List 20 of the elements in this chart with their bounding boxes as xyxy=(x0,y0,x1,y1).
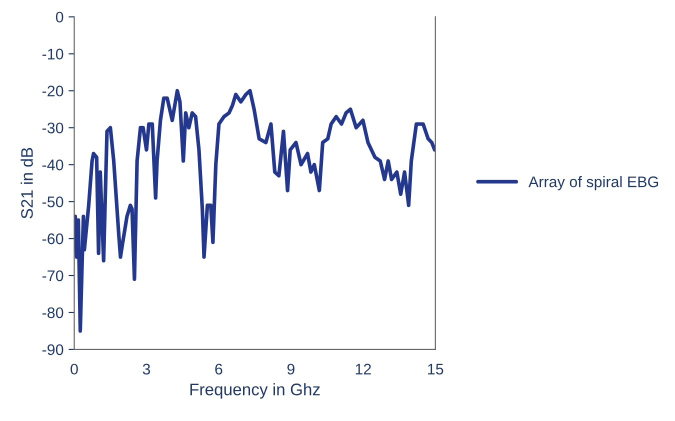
y-tick-label: 0 xyxy=(56,12,64,23)
x-tick-label: 3 xyxy=(142,364,150,375)
y-tick-label: -30 xyxy=(42,122,64,134)
y-tick-label: -50 xyxy=(42,196,64,208)
x-tick-label: 6 xyxy=(215,364,222,375)
y-tick-label: -40 xyxy=(42,160,64,170)
y-tick-label: -80 xyxy=(42,307,64,318)
y-tick-label: -60 xyxy=(42,233,64,244)
x-tick-label: 12 xyxy=(356,364,371,374)
x-tick-label: 9 xyxy=(287,364,294,375)
y-tick-label: -70 xyxy=(42,270,64,282)
y-tick-label: -20 xyxy=(42,86,64,96)
y-tick-label: -90 xyxy=(42,344,64,356)
x-axis-title: Frequency in Ghz xyxy=(190,383,320,399)
x-tick-label: 15 xyxy=(428,364,444,375)
line-series xyxy=(74,88,436,333)
legend-label: Array of spiral EBG xyxy=(528,176,658,190)
x-tick-label: 0 xyxy=(70,364,78,375)
y-axis-title: S21 in dB xyxy=(20,148,33,219)
y-tick-label: -10 xyxy=(42,48,64,60)
